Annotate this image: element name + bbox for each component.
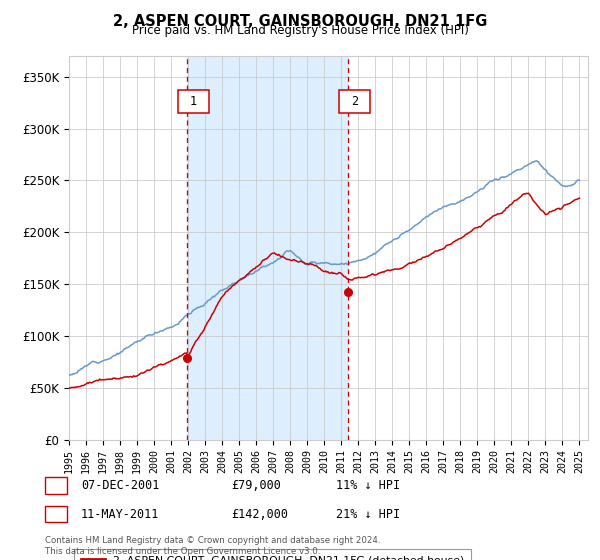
FancyBboxPatch shape	[178, 90, 209, 113]
Text: 2: 2	[52, 507, 59, 521]
Text: Contains HM Land Registry data © Crown copyright and database right 2024.
This d: Contains HM Land Registry data © Crown c…	[45, 536, 380, 556]
Text: Price paid vs. HM Land Registry's House Price Index (HPI): Price paid vs. HM Land Registry's House …	[131, 24, 469, 37]
FancyBboxPatch shape	[339, 90, 370, 113]
Text: 11-MAY-2011: 11-MAY-2011	[81, 507, 160, 521]
Text: 1: 1	[52, 479, 59, 492]
Text: 2: 2	[351, 95, 358, 108]
Text: 21% ↓ HPI: 21% ↓ HPI	[336, 507, 400, 521]
Text: £79,000: £79,000	[231, 479, 281, 492]
Legend: 2, ASPEN COURT, GAINSBOROUGH, DN21 1FG (detached house), HPI: Average price, det: 2, ASPEN COURT, GAINSBOROUGH, DN21 1FG (…	[74, 549, 471, 560]
Text: 07-DEC-2001: 07-DEC-2001	[81, 479, 160, 492]
Bar	[187, 56, 347, 440]
Text: £142,000: £142,000	[231, 507, 288, 521]
Text: 1: 1	[190, 95, 197, 108]
Text: 2, ASPEN COURT, GAINSBOROUGH, DN21 1FG: 2, ASPEN COURT, GAINSBOROUGH, DN21 1FG	[113, 14, 487, 29]
Text: 11% ↓ HPI: 11% ↓ HPI	[336, 479, 400, 492]
